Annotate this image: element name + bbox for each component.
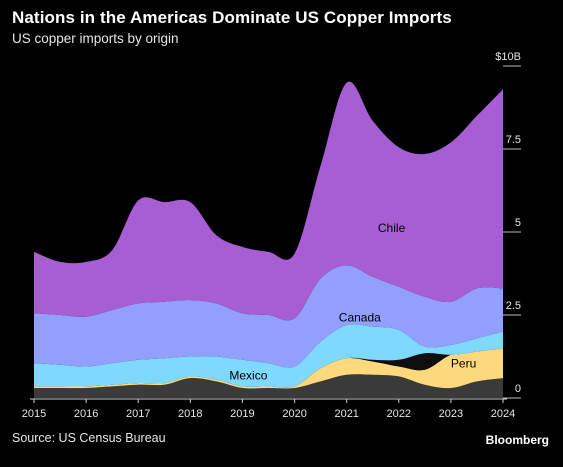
y-gridlines [503, 65, 521, 399]
y-tick-label: $10B [495, 51, 521, 63]
x-tick-label: 2019 [230, 408, 254, 420]
x-tick-label: 2021 [334, 408, 358, 420]
y-tick-label: 2.5 [506, 300, 521, 312]
label-peru: Peru [451, 357, 476, 371]
x-tick-label: 2018 [178, 408, 202, 420]
bloomberg-logo: Bloomberg [485, 433, 549, 447]
area-mexico [34, 324, 503, 388]
x-tick-label: 2016 [74, 408, 98, 420]
y-tick-label: 7.5 [506, 134, 521, 146]
y-tick-label: 0 [515, 383, 521, 395]
area-canada [34, 265, 503, 368]
x-tick-label: 2023 [439, 408, 463, 420]
area-other-2 [34, 348, 503, 388]
series-labels: Chile Canada Mexico Peru [229, 221, 476, 383]
y-axis: 0 2.5 5 7.5 $10B [495, 51, 521, 395]
area-peru [34, 348, 503, 389]
area-chile [34, 81, 503, 321]
x-tick-label: 2017 [126, 408, 150, 420]
x-tick-label: 2022 [387, 408, 411, 420]
x-tick-label: 2020 [282, 408, 306, 420]
chart-title: Nations in the Americas Dominate US Copp… [12, 8, 452, 27]
x-axis: 2015 2016 2017 2018 2019 2020 2021 2022 2023 2024 [22, 398, 515, 420]
area-other-0 [34, 374, 503, 398]
label-chile: Chile [378, 221, 406, 235]
label-canada: Canada [339, 311, 381, 325]
chart-subtitle: US copper imports by origin [12, 31, 179, 46]
label-mexico: Mexico [229, 369, 267, 383]
y-tick-label: 5 [515, 217, 521, 229]
area-layers [34, 81, 503, 398]
x-tick-label: 2015 [22, 408, 46, 420]
source-note: Source: US Census Bureau [12, 431, 166, 445]
x-tick-label: 2024 [491, 408, 515, 420]
